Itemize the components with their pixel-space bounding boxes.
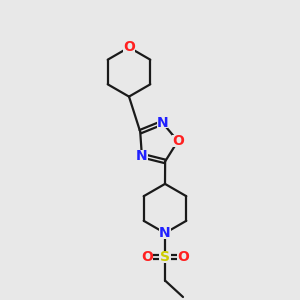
- FancyBboxPatch shape: [141, 251, 153, 263]
- FancyBboxPatch shape: [177, 251, 189, 263]
- FancyBboxPatch shape: [172, 135, 184, 147]
- Text: O: O: [141, 250, 153, 264]
- FancyBboxPatch shape: [136, 150, 148, 161]
- Text: N: N: [157, 116, 168, 130]
- Text: N: N: [136, 148, 148, 163]
- Text: N: N: [159, 226, 171, 240]
- Text: O: O: [172, 134, 184, 148]
- Text: O: O: [177, 250, 189, 264]
- FancyBboxPatch shape: [159, 227, 171, 239]
- FancyBboxPatch shape: [123, 42, 135, 53]
- FancyBboxPatch shape: [157, 117, 168, 128]
- Text: O: O: [123, 40, 135, 54]
- Text: S: S: [160, 250, 170, 264]
- FancyBboxPatch shape: [159, 251, 171, 263]
